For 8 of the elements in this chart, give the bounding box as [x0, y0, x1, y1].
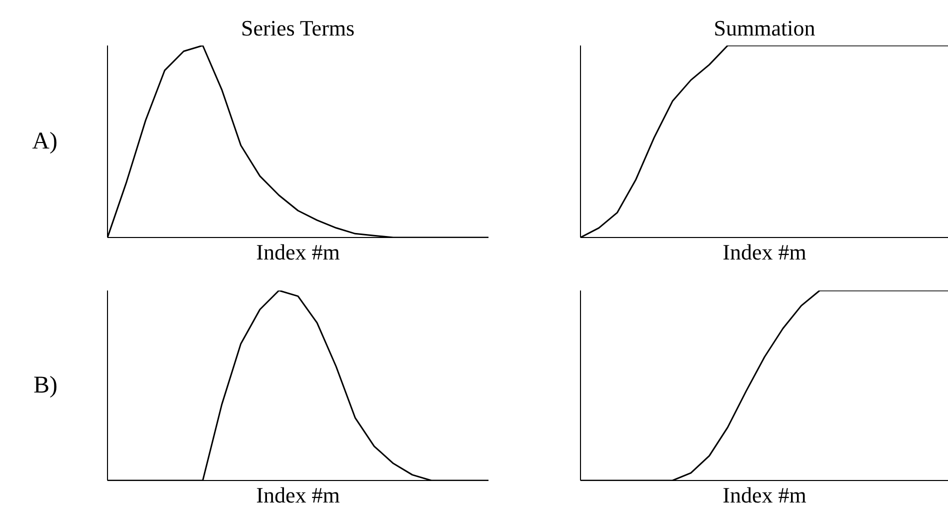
- x-axis-title: Index #m: [256, 482, 340, 508]
- x-axis-title: Index #m: [256, 240, 340, 264]
- chart-title: Series Terms: [241, 16, 355, 40]
- y-axis-title: A): [32, 128, 58, 154]
- x-axis-title: Index #m: [722, 240, 806, 264]
- y-axis-title: B): [34, 372, 58, 398]
- x-axis-title: Index #m: [722, 482, 806, 508]
- chart-title: Summation: [714, 16, 816, 40]
